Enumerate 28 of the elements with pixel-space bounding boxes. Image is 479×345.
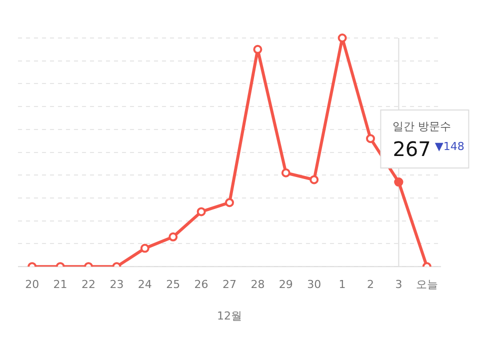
point <box>281 168 290 178</box>
x-tick-label: 30 <box>307 278 322 292</box>
x-tick-label: 21 <box>53 278 68 292</box>
x-tick-label: 29 <box>278 278 293 292</box>
x-tick-label: 22 <box>82 278 96 292</box>
point <box>225 198 234 208</box>
point <box>253 44 262 54</box>
x-tick-label: 20 <box>25 278 40 292</box>
point <box>338 34 347 42</box>
x-tick-label: 1 <box>338 278 346 292</box>
x-tick-label: 28 <box>250 278 265 292</box>
x-tick-label: 오늘 <box>416 278 438 292</box>
x-tick-label: 23 <box>110 278 124 292</box>
point <box>140 244 150 253</box>
annotation: ▼148 <box>434 140 464 154</box>
point <box>168 232 178 242</box>
point <box>196 207 206 216</box>
x-tick-label: 24 <box>138 278 152 292</box>
x-tick-label: 26 <box>194 278 208 292</box>
x-tick-label: 3 <box>395 278 402 292</box>
x-axis-title: 12월 <box>217 309 242 322</box>
annotation: 267 <box>392 137 431 162</box>
point <box>366 134 375 144</box>
point <box>310 175 319 184</box>
annotation: 일간 방문수 <box>392 120 452 134</box>
x-tick-label: 2 <box>367 278 374 292</box>
x-tick-label: 27 <box>222 278 236 292</box>
x-tick-label: 25 <box>166 278 180 292</box>
